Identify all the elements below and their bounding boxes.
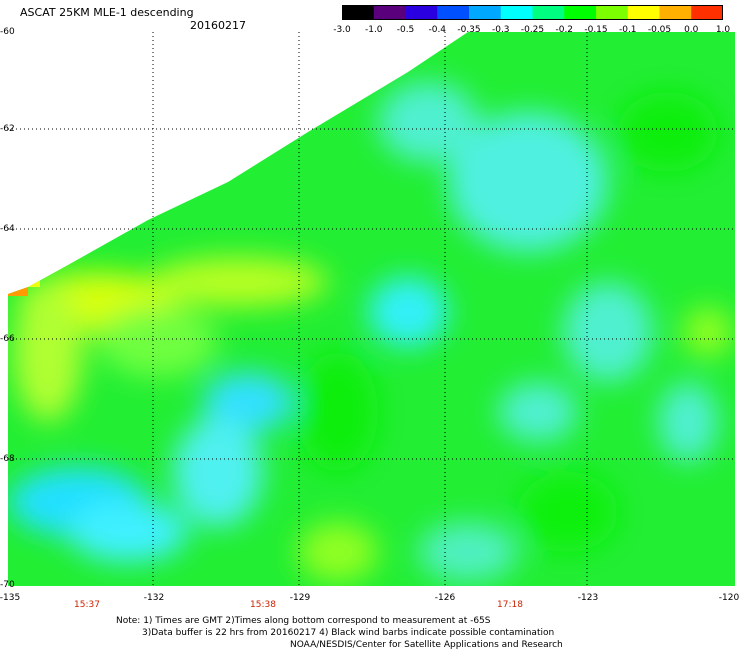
- graticule: [8, 32, 735, 586]
- colorbar-segment: [342, 5, 375, 20]
- credit-line: NOAA/NESDIS/Center for Satellite Applica…: [290, 640, 563, 650]
- note-line-1: Note: 1) Times are GMT 2)Times along bot…: [116, 616, 491, 626]
- colorbar-segment: [564, 5, 597, 20]
- mle-map: [8, 32, 735, 586]
- lon-label: -129: [289, 593, 311, 603]
- note-line-2: 3)Data buffer is 22 hrs from 20160217 4)…: [142, 628, 555, 638]
- colorbar-tick-label: -0.1: [618, 25, 637, 35]
- colorbar-tick-label: -1.0: [364, 25, 383, 35]
- colorbar-tick-label: -0.3: [491, 25, 510, 35]
- colorbar: [342, 5, 723, 20]
- lat-label: -68: [0, 454, 15, 464]
- chart-date: 20160217: [190, 19, 246, 32]
- colorbar-tick-label: -0.35: [457, 25, 481, 35]
- colorbar-labels: -3.0 -1.0 -0.5 -0.4 -0.35 -0.3 -0.25 -0.2 -0.15-…: [333, 25, 733, 37]
- lat-label: -64: [0, 224, 15, 234]
- colorbar-segment: [469, 5, 502, 20]
- lon-label: -123: [577, 593, 599, 603]
- lat-label: -60: [0, 27, 15, 37]
- colorbar-tick-label: -0.2: [555, 25, 574, 35]
- time-label: 15:37: [74, 600, 100, 610]
- time-label: 17:18: [497, 600, 523, 610]
- colorbar-segment: [596, 5, 629, 20]
- lon-label: -126: [434, 593, 456, 603]
- colorbar-segment: [659, 5, 692, 20]
- lon-label: -135: [0, 593, 21, 603]
- lat-label: -66: [0, 334, 15, 344]
- colorbar-tick-label: -0.5: [396, 25, 415, 35]
- colorbar-segment: [500, 5, 533, 20]
- colorbar-segment: [532, 5, 565, 20]
- colorbar-tick-label: -0.15: [584, 25, 608, 35]
- colorbar-tick-label: -3.0: [333, 25, 351, 35]
- time-label: 15:38: [250, 600, 276, 610]
- colorbar-tick-label: -0.05: [647, 25, 672, 35]
- colorbar-segment: [437, 5, 470, 20]
- colorbar-tick-label: 1.0: [715, 25, 731, 35]
- lat-label: -62: [0, 124, 15, 134]
- lon-label: -132: [143, 593, 165, 603]
- chart-title: ASCAT 25KM MLE-1 descending: [20, 6, 194, 19]
- colorbar-border: [342, 5, 723, 20]
- lon-label: -120: [718, 593, 740, 603]
- colorbar-segment: [627, 5, 660, 20]
- colorbar-tick-label: 0.0: [684, 25, 699, 35]
- colorbar-segment: [373, 5, 406, 20]
- lat-label: -70: [0, 580, 15, 590]
- colorbar-tick-label: -0.4: [428, 25, 447, 35]
- colorbar-segment: [691, 5, 723, 20]
- colorbar-tick-label: -0.25: [520, 25, 545, 35]
- swath-field: [8, 32, 735, 586]
- colorbar-segment: [405, 5, 438, 20]
